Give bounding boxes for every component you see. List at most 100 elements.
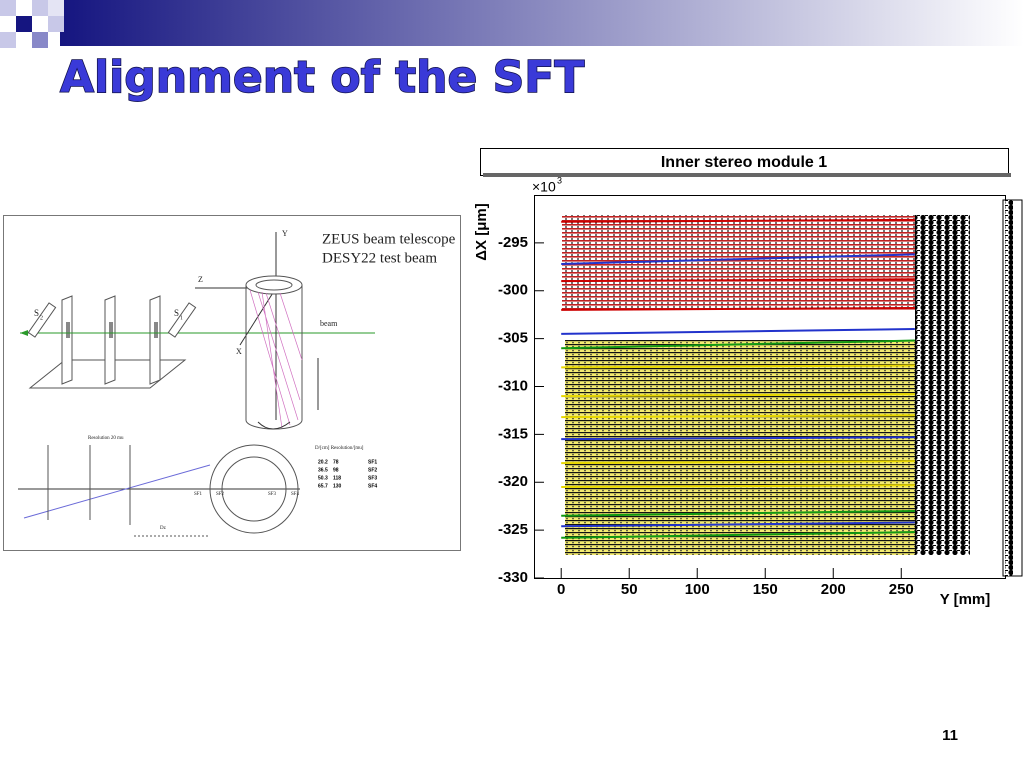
- deco-square: [32, 32, 48, 48]
- beam-label: beam: [320, 319, 338, 328]
- x-tick-label: 50: [621, 581, 638, 598]
- y-tick-label: -305: [498, 330, 528, 347]
- s1-label: S: [174, 308, 179, 318]
- sensor: [66, 322, 70, 338]
- y-tick-label: -300: [498, 282, 528, 299]
- x-tick-label: 150: [753, 581, 778, 598]
- title-shadow: [483, 173, 1011, 177]
- y-tick-label: -315: [498, 425, 528, 442]
- table-cell: SF2: [368, 467, 377, 473]
- x-label: X: [236, 347, 242, 356]
- cylinder-top: [245, 275, 303, 295]
- table-plate: [28, 359, 187, 389]
- y-multiplier-exp: 3: [557, 175, 562, 185]
- fit-line: [561, 484, 915, 489]
- caption-line: ZEUS beam telescope: [322, 231, 456, 247]
- fit-line: [561, 339, 915, 350]
- scintillator: [167, 302, 197, 338]
- table-cell: 78: [333, 459, 339, 465]
- fit-line: [561, 521, 915, 528]
- y-tick-label: -330: [498, 569, 528, 586]
- diagram-frame: [3, 215, 461, 551]
- y-tick-label: -295: [498, 234, 528, 251]
- deco-square: [32, 0, 48, 16]
- cylinder-inner: [255, 279, 293, 291]
- header-bar: [60, 0, 1024, 46]
- fit-line: [561, 364, 915, 369]
- slide-title: Alignment of the SFT: [60, 52, 584, 103]
- track: [23, 464, 211, 519]
- table-header: D/[cm] Resolution/[mu]: [315, 446, 364, 451]
- table-cell: 20.2: [318, 459, 328, 465]
- y-label: Y: [282, 229, 288, 238]
- plane: [61, 295, 73, 385]
- table-cell: 36.5: [318, 467, 328, 473]
- resolution-label: Resolution 20 mu: [88, 436, 124, 441]
- s2-label: S: [34, 308, 39, 318]
- plane-label: SF4: [291, 492, 300, 497]
- table-cell: 118: [333, 475, 341, 481]
- table-cell: SF3: [368, 475, 377, 481]
- deco-square: [0, 32, 16, 48]
- plane: [104, 295, 116, 385]
- x-tick-label: 0: [557, 581, 565, 598]
- fit-line: [561, 460, 915, 465]
- plot: -330 -325 -320 -315 -310 -305 -300 -295 0 50 100 15…: [498, 218, 915, 598]
- fit-line: [561, 414, 915, 419]
- y-tick-label: -310: [498, 377, 528, 394]
- s1-sub: 1: [180, 315, 183, 321]
- deco-square: [16, 16, 32, 32]
- resolution-table: 20.2 78 SF1 36.5 98 SF2 50.3 118 SF3 65.7 130 SF4: [318, 459, 377, 489]
- legend-markers: [1005, 200, 1013, 576]
- fit-line: [561, 436, 915, 441]
- fit-line: [561, 306, 915, 311]
- stereo-fibres: [249, 289, 303, 429]
- sensor: [154, 322, 158, 338]
- s2-sub: 2: [40, 315, 43, 321]
- table-cell: 65.7: [318, 483, 328, 489]
- plane-label: SF1: [194, 492, 203, 497]
- deco-square: [48, 0, 64, 16]
- x-axis-label: Y [mm]: [940, 591, 991, 608]
- fit-line: [561, 253, 915, 265]
- z-label: Z: [198, 275, 203, 284]
- table-cell: SF1: [368, 459, 377, 465]
- y-tick-label: -320: [498, 473, 528, 490]
- plane: [149, 295, 161, 385]
- beam-arrow: [20, 330, 28, 336]
- ring-outer: [209, 444, 299, 534]
- x-tick-label: 250: [889, 581, 914, 598]
- scintillator: [27, 302, 57, 338]
- black-point-band: [915, 215, 970, 555]
- sensor: [109, 322, 113, 338]
- chart-title: Inner stereo module 1: [661, 154, 827, 171]
- chart: Inner stereo module 1 ×10 3 ΔX [μm] Y [m…: [473, 148, 1023, 608]
- fit-line: [561, 393, 915, 398]
- caption-line: DESY22 test beam: [322, 250, 437, 266]
- fit-line: [561, 278, 915, 283]
- table-cell: SF4: [368, 483, 377, 489]
- chart-title-box: [480, 148, 1009, 176]
- x-tick-label: 200: [821, 581, 846, 598]
- plane-label: SF2: [216, 492, 225, 497]
- y-tick-label: -325: [498, 521, 528, 538]
- fit-line: [561, 218, 915, 223]
- table-cell: 98: [333, 467, 339, 473]
- plane-label: SF3: [268, 492, 277, 497]
- diagram: ZEUS beam telescope DESY22 test beam bea…: [3, 215, 461, 551]
- deco-square: [48, 16, 64, 32]
- table-cell: 130: [333, 483, 342, 489]
- y-axis-label: ΔX [μm]: [473, 203, 490, 260]
- ring-inner: [221, 456, 287, 522]
- fit-line: [561, 531, 915, 539]
- rotate-arrow: [257, 421, 291, 430]
- fit-line: [561, 328, 915, 335]
- yellow-point-band: [565, 340, 915, 555]
- y-multiplier: ×10: [532, 179, 556, 195]
- fit-line: [561, 509, 915, 517]
- table-cell: 50.3: [318, 475, 328, 481]
- deco-square: [0, 0, 16, 16]
- x-tick-label: 100: [685, 581, 710, 598]
